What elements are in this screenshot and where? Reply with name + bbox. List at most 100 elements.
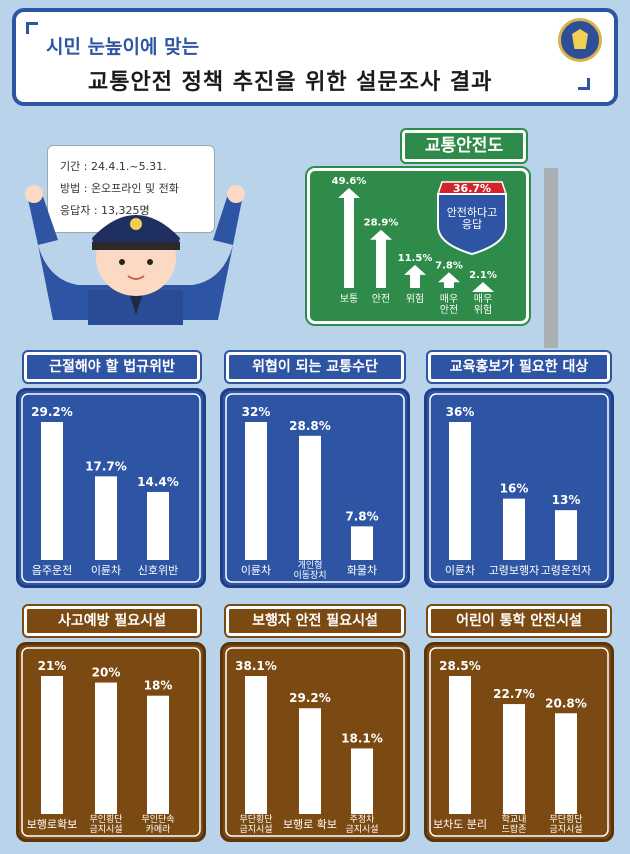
value-label-2: 14.4%	[137, 475, 179, 489]
corner-bracket-bottom-right	[578, 78, 590, 90]
category-label-2: 화물차	[347, 564, 377, 577]
survey-respondents: 응답자 : 13,325명	[60, 204, 150, 217]
value-label-0: 29.2%	[31, 405, 73, 419]
bar-0	[41, 422, 63, 560]
bar-2	[555, 510, 577, 560]
value-label-3: 7.8%	[435, 260, 463, 271]
value-label-1: 28.9%	[364, 218, 399, 229]
bar-1	[299, 435, 321, 560]
bar-2	[351, 526, 373, 560]
bar-0	[245, 676, 267, 814]
bar-3	[444, 281, 454, 288]
panel-inner-border	[21, 393, 201, 583]
arrow-head-1	[370, 229, 392, 240]
survey-method: 방법 : 온오프라인 및 전화	[60, 182, 179, 195]
chart-law-violation: 29.2% 음주운전 17.7% 이륜차 14.4% 신호위반	[21, 393, 201, 583]
value-label-1: 16%	[500, 482, 529, 496]
value-label-0: 49.6%	[332, 176, 367, 187]
bar-0	[344, 197, 354, 288]
bar-1	[503, 498, 525, 560]
category-label-4: 매우 위험	[474, 293, 492, 316]
category-label-1: 고령보행자	[489, 564, 540, 577]
category-label-0: 보차도 분리	[433, 818, 487, 831]
bar-2	[555, 713, 577, 814]
value-label-4: 2.1%	[469, 270, 497, 281]
category-label-2: 무단횡단 금지시설	[549, 813, 582, 835]
arrow-head-2	[404, 264, 426, 275]
bar-2	[410, 273, 420, 288]
value-label-0: 21%	[38, 659, 67, 673]
value-label-1: 29.2%	[289, 691, 331, 705]
bar-1	[376, 238, 386, 288]
chart-threat-vehicle: 32% 이륜차 28.8% 개인형 이동장치 7.8% 화물차	[225, 393, 405, 583]
category-label-1: 학교내 드랍존	[502, 814, 527, 835]
header-banner: 시민 눈높이에 맞는 교통안전 정책 추진을 위한 설문조사 결과	[12, 8, 618, 106]
category-label-1: 보행로 확보	[283, 818, 337, 831]
value-label-2: 20.8%	[545, 696, 587, 710]
category-label-1: 무인횡단 금지시설	[89, 813, 122, 835]
value-label-0: 36%	[446, 405, 475, 419]
category-label-0: 이륜차	[241, 564, 271, 577]
category-label-1: 안전	[372, 293, 390, 305]
category-label-0: 이륜차	[445, 564, 475, 577]
value-label-2: 18%	[144, 679, 173, 693]
sign-pole	[544, 168, 558, 348]
chart-education-target: 36% 이륜차 16% 고령보행자 13% 고령운전자	[429, 393, 609, 583]
header-subtitle: 시민 눈높이에 맞는	[46, 36, 200, 58]
value-label-0: 32%	[242, 405, 271, 419]
bar-1	[299, 708, 321, 814]
panel-inner-border	[21, 647, 201, 837]
bar-2	[147, 491, 169, 560]
corner-bracket-top-left	[26, 22, 38, 34]
panel-inner-border	[429, 393, 609, 583]
panel-inner-border	[225, 647, 405, 837]
chart-title-education-target: 교육홍보가 필요한 대상	[428, 352, 610, 382]
category-label-0: 보행로확보	[27, 818, 78, 831]
chart-title-school-safety: 어린이 통학 안전시설	[428, 606, 610, 636]
chart-title-accident-prevention: 사고예방 필요시설	[24, 606, 200, 636]
page-title: 교통안전 정책 추진을 위한 설문조사 결과	[88, 70, 493, 95]
value-label-2: 7.8%	[345, 509, 378, 523]
callout-value: 36.7%	[453, 182, 491, 195]
chart-title-threat-vehicle: 위협이 되는 교통수단	[226, 352, 404, 382]
bar-4	[478, 291, 488, 292]
chart-school-safety: 28.5% 보차도 분리 22.7% 학교내 드랍존 20.8% 무단횡단 금지시설	[429, 647, 609, 837]
category-label-2: 고령운전자	[541, 564, 592, 577]
arrow-head-3	[438, 272, 460, 283]
chart-accident-prevention: 21% 보행로확보 20% 무인횡단 금지시설 18% 무인단속 카메라	[21, 647, 201, 837]
category-label-0: 보통	[340, 293, 358, 305]
bar-0	[245, 422, 267, 560]
bar-0	[41, 676, 63, 814]
bar-1	[95, 682, 117, 814]
value-label-2: 13%	[552, 493, 581, 507]
value-label-0: 38.1%	[235, 659, 277, 673]
shield-icon	[437, 193, 507, 256]
chart-pedestrian-safety: 38.1% 무단횡단 금지시설 29.2% 보행로 확보 18.1% 주정차 금지시설	[225, 647, 405, 837]
chart-title-safety: 교통안전도	[402, 130, 526, 162]
category-label-1: 이륜차	[91, 564, 121, 577]
arrow-head-4	[472, 282, 494, 292]
value-label-1: 22.7%	[493, 687, 535, 701]
value-label-1: 28.8%	[289, 419, 331, 433]
police-emblem-icon	[558, 18, 602, 62]
category-label-2: 무인단속 카메라	[141, 814, 174, 835]
bar-1	[503, 704, 525, 814]
category-label-0: 무단횡단 금지시설	[239, 813, 272, 835]
category-label-2: 신호위반	[138, 564, 178, 577]
category-label-0: 음주운전	[32, 564, 72, 577]
chart-title-pedestrian-safety: 보행자 안전 필요시설	[226, 606, 404, 636]
value-label-2: 18.1%	[341, 731, 383, 745]
value-label-2: 11.5%	[398, 253, 433, 264]
value-label-1: 20%	[92, 666, 121, 680]
bar-1	[95, 476, 117, 560]
category-label-3: 매우 안전	[440, 293, 458, 316]
chart-title-law-violation: 근절해야 할 법규위반	[24, 352, 200, 382]
category-label-2: 위험	[406, 292, 424, 305]
bar-0	[449, 676, 471, 814]
bar-2	[351, 748, 373, 814]
arrow-head-0	[338, 188, 360, 198]
panel-inner-border	[429, 647, 609, 837]
category-label-2: 주정차 금지시설	[345, 813, 378, 835]
callout-text: 안전하다고 응답	[447, 205, 498, 231]
category-label-1: 개인형 이동장치	[293, 560, 326, 581]
